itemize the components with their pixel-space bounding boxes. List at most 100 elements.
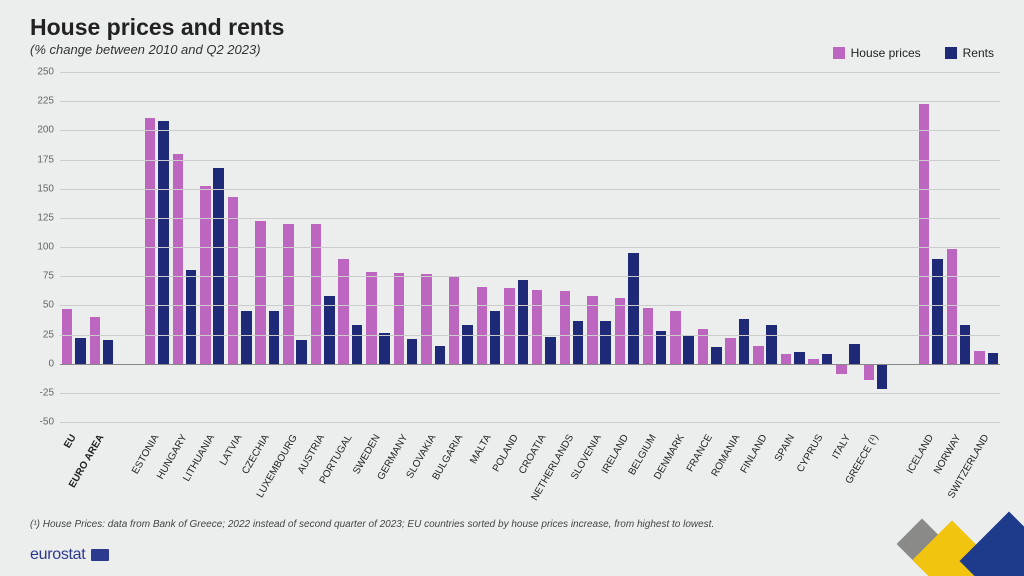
- bar-rents: [573, 321, 584, 364]
- bar-rents: [849, 344, 860, 364]
- legend: House prices Rents: [833, 46, 994, 60]
- bar-house: [394, 273, 405, 364]
- x-axis-label: SPAIN: [773, 433, 797, 464]
- bar-rents: [988, 353, 999, 364]
- gridline: [60, 160, 1000, 161]
- y-axis-tick-label: -25: [40, 387, 54, 398]
- bar-house: [725, 338, 736, 364]
- bar-rents: [407, 339, 418, 364]
- bar-rents: [656, 331, 667, 364]
- bar-house: [781, 354, 792, 363]
- bar-house: [449, 276, 460, 364]
- gridline: [60, 101, 1000, 102]
- bar-house: [919, 104, 930, 364]
- zero-line: [60, 364, 1000, 365]
- legend-swatch-house-prices: [833, 47, 845, 59]
- y-axis-tick-label: 150: [37, 183, 54, 194]
- bar-rents: [186, 270, 197, 363]
- y-axis-tick-label: 50: [43, 300, 54, 311]
- bar-house: [974, 351, 985, 364]
- footnote: (¹) House Prices: data from Bank of Gree…: [30, 519, 714, 530]
- eu-flag-icon: [91, 549, 109, 561]
- bar-rents: [683, 335, 694, 364]
- plot-area: EUEURO AREAESTONIAHUNGARYLITHUANIALATVIA…: [60, 72, 1000, 422]
- bar-house: [311, 224, 322, 364]
- y-axis-tick-label: 0: [48, 358, 54, 369]
- x-axis-label: NORWAY: [932, 433, 963, 476]
- bar-rents: [352, 325, 363, 364]
- bar-rents: [75, 338, 86, 364]
- chart-container: House prices and rents (% change between…: [0, 0, 1024, 576]
- legend-label-house-prices: House prices: [851, 46, 921, 60]
- gridline: [60, 393, 1000, 394]
- gridline: [60, 305, 1000, 306]
- bar-house: [532, 290, 543, 364]
- bar-rents: [739, 319, 750, 363]
- accent-chevron-yellow: [912, 520, 991, 576]
- legend-label-rents: Rents: [963, 46, 994, 60]
- bar-rents: [545, 337, 556, 364]
- bar-rents: [600, 321, 611, 364]
- y-axis-tick-label: 25: [43, 329, 54, 340]
- y-axis-tick-label: 200: [37, 125, 54, 136]
- gridline: [60, 335, 1000, 336]
- x-axis-label: FINLAND: [739, 433, 770, 476]
- x-axis-label: ESTONIA: [130, 433, 161, 476]
- bar-house: [173, 154, 184, 364]
- bar-house: [338, 259, 349, 364]
- bar-house: [145, 118, 156, 364]
- y-axis-tick-label: 75: [43, 271, 54, 282]
- gridline: [60, 130, 1000, 131]
- bar-rents: [158, 121, 169, 364]
- bar-house: [255, 221, 266, 363]
- x-axis-label: MALTA: [468, 433, 493, 466]
- legend-swatch-rents: [945, 47, 957, 59]
- x-axis-label: POLAND: [491, 433, 521, 474]
- y-axis-tick-label: 225: [37, 96, 54, 107]
- bar-rents: [794, 352, 805, 364]
- x-axis-label: CYPRUS: [795, 433, 825, 475]
- gridline: [60, 218, 1000, 219]
- bar-house: [615, 298, 626, 363]
- bar-rents: [960, 325, 971, 364]
- accent-chevron-grey: [897, 519, 948, 570]
- bar-house: [753, 346, 764, 364]
- bar-rents: [296, 340, 307, 363]
- bar-house: [366, 272, 377, 364]
- bar-house: [62, 309, 73, 364]
- accent-chevron-blue: [960, 512, 1024, 576]
- bar-rents: [241, 311, 252, 364]
- gridline: [60, 72, 1000, 73]
- chart-title: House prices and rents: [30, 14, 284, 41]
- bar-rents: [490, 311, 501, 364]
- x-axis-label: ICELAND: [904, 433, 935, 476]
- legend-item-house-prices: House prices: [833, 46, 921, 60]
- gridline: [60, 422, 1000, 423]
- bar-house: [504, 288, 515, 364]
- bar-rents: [877, 364, 888, 390]
- bar-house: [90, 317, 101, 364]
- legend-item-rents: Rents: [945, 46, 994, 60]
- gridline: [60, 189, 1000, 190]
- bar-rents: [379, 333, 390, 363]
- x-axis-label: ROMANIA: [709, 433, 742, 479]
- bar-house: [947, 249, 958, 363]
- bar-house: [643, 308, 654, 364]
- bar-house: [560, 291, 571, 363]
- logo-text: eurostat: [30, 546, 85, 564]
- bar-rents: [269, 311, 280, 364]
- bar-house: [836, 364, 847, 375]
- bar-rents: [103, 340, 114, 363]
- bar-house: [200, 186, 211, 363]
- eurostat-logo: eurostat: [30, 546, 109, 564]
- bar-house: [228, 197, 239, 364]
- y-axis-tick-label: 125: [37, 212, 54, 223]
- gridline: [60, 276, 1000, 277]
- y-axis-tick-label: -50: [40, 417, 54, 428]
- x-axis-label: FRANCE: [684, 433, 714, 474]
- bar-rents: [766, 325, 777, 364]
- bar-house: [670, 311, 681, 364]
- x-axis-label: EU: [62, 433, 78, 451]
- y-axis-tick-label: 175: [37, 154, 54, 165]
- bar-rents: [462, 325, 473, 364]
